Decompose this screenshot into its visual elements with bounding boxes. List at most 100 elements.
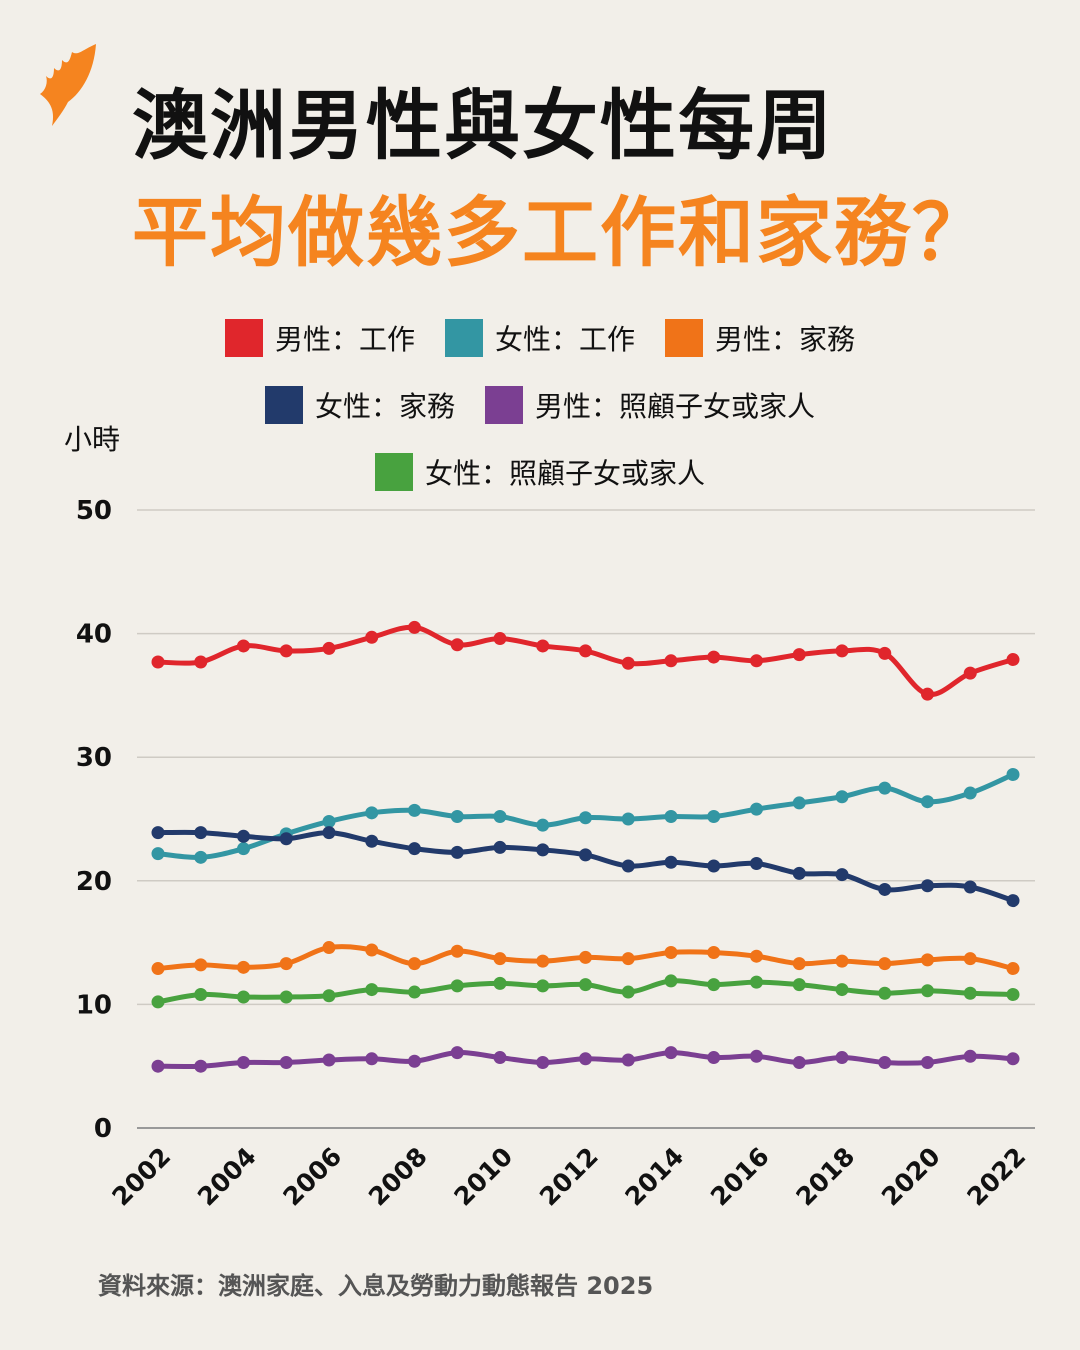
title-line-1: 澳洲男性與女性每周 [132,81,834,170]
data-point [750,654,763,668]
legend-label: 女性：工作 [494,323,635,356]
data-point [450,944,464,958]
data-point [237,990,250,1004]
data-point [237,1055,250,1069]
legend-label: 女性：家務 [314,390,455,423]
data-point [878,882,892,896]
data-point [365,943,379,957]
data-point [237,960,250,974]
data-point [664,974,678,988]
data-point [322,941,336,955]
data-point [279,990,293,1004]
y-tick-label: 50 [76,496,112,526]
y-axis-unit-label: 小時 [64,423,121,456]
legend-item: 女性：工作 [444,318,635,358]
data-point [365,1052,379,1066]
data-point [792,866,806,880]
data-point [750,975,763,989]
data-point [664,1046,678,1060]
x-tick-label: 2008 [363,1142,433,1212]
y-tick-label: 0 [94,1114,112,1144]
data-point [408,620,421,634]
legend-item: 男性：工作 [224,318,415,358]
data-point [579,811,592,825]
data-point [493,840,507,854]
data-point [151,655,165,669]
data-point [536,843,550,857]
legend-label: 男性：工作 [274,323,415,356]
data-point [194,1059,208,1073]
data-point [151,1059,165,1073]
data-point [707,810,721,824]
data-point [450,638,464,652]
data-point [1006,962,1020,976]
y-tick-label: 10 [76,990,112,1020]
legend-label: 男性：家務 [715,323,856,356]
data-point [493,632,507,646]
source-note: 資料來源：澳洲家庭、入息及勞動力動態報告 2025 [98,1272,654,1300]
x-tick-label: 2010 [449,1142,519,1212]
data-point [792,1055,806,1069]
data-point [493,810,507,824]
data-point [237,639,250,653]
data-point [1006,768,1020,782]
data-point [450,1046,464,1060]
x-tick-label: 2018 [791,1142,861,1212]
data-point [963,986,977,1000]
data-point [279,1055,293,1069]
data-point [365,834,379,848]
data-point [365,630,379,644]
x-tick-label: 2014 [620,1142,690,1212]
x-tick-label: 2022 [962,1142,1032,1212]
data-point [279,957,293,971]
data-point [835,954,849,968]
data-point [921,953,934,967]
y-tick-label: 20 [76,867,112,897]
legend-row-1: 男性：工作 女性：工作 男性：家務 [0,318,1080,358]
data-point [921,984,934,998]
data-point [878,646,892,660]
sbs-logo-icon [40,44,96,126]
data-point [151,847,165,861]
data-point [1006,653,1020,667]
data-point [579,848,592,862]
data-point [536,818,550,832]
data-point [878,1055,892,1069]
data-point [963,952,977,966]
data-point [493,1051,507,1065]
data-point [194,958,208,972]
data-point [664,810,678,824]
data-point [835,644,849,658]
legend-item: 女性：家務 [264,385,455,425]
data-point [579,950,592,964]
data-point [151,962,165,976]
data-point [536,639,550,653]
data-point [322,814,336,828]
data-point [1006,988,1020,1002]
data-point [921,687,934,701]
data-point [450,979,464,993]
data-point [1006,894,1020,908]
data-point [707,978,721,992]
legend-swatch [444,319,483,357]
legend-swatch [374,453,413,491]
legend-row-2: 女性：家務 男性：照顧子女或家人 [0,385,1080,425]
y-tick-label: 40 [76,620,112,650]
data-point [536,1055,550,1069]
legend-item: 男性：家務 [665,318,855,358]
y-tick-label: 30 [76,743,112,773]
data-point [750,949,763,963]
data-point [621,656,635,670]
legend-swatch [264,386,303,424]
data-point [750,1049,763,1063]
legend-label: 女性：照顧子女或家人 [424,457,705,490]
data-point [237,829,250,843]
data-point [664,945,678,959]
data-point [835,983,849,997]
data-point [921,1055,934,1069]
data-point [493,952,507,966]
data-point [792,978,806,992]
data-point [750,856,763,870]
data-point [621,952,635,966]
